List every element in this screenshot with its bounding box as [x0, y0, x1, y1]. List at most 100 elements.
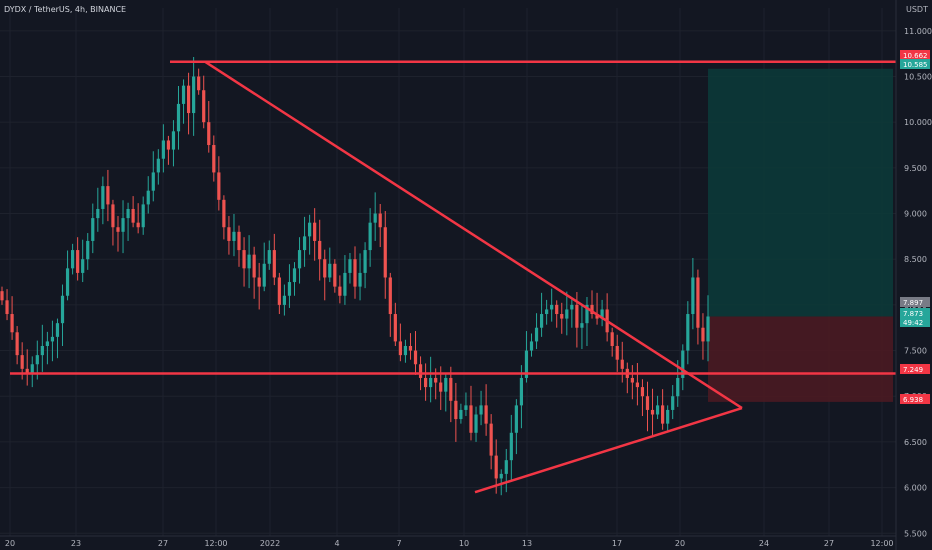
- candle-body: [368, 222, 372, 251]
- candle-body: [252, 254, 256, 278]
- candle-body: [76, 250, 80, 273]
- candle-body: [570, 304, 574, 310]
- candle-body: [696, 277, 700, 328]
- price-tag: 7.873: [900, 308, 930, 318]
- x-tick-label: 24: [759, 539, 769, 548]
- candle-body: [701, 327, 705, 342]
- candle-body: [267, 250, 271, 264]
- candle-body: [408, 345, 413, 351]
- candle-body: [111, 204, 115, 228]
- ascending-trendline[interactable]: [474, 406, 743, 494]
- price-tag-label: 6.938: [903, 396, 923, 404]
- candle-body: [10, 314, 14, 333]
- candle-body: [590, 304, 594, 315]
- price-tag: 7.249: [900, 364, 930, 374]
- candle-body: [484, 405, 488, 424]
- candle-body: [469, 405, 473, 433]
- x-tick-label: 7: [396, 539, 401, 548]
- candle-body: [398, 341, 402, 356]
- candle-body: [55, 323, 60, 337]
- candle-body: [232, 231, 236, 241]
- candle-body: [434, 377, 438, 383]
- grid-lines: [0, 8, 896, 536]
- candle-body: [282, 295, 286, 305]
- candle-body: [706, 316, 710, 342]
- candle-body: [545, 309, 549, 315]
- candle-body: [333, 263, 337, 287]
- y-tick-label: 7.500: [904, 347, 927, 356]
- candle-body: [35, 355, 39, 365]
- candle-body: [247, 254, 251, 269]
- candle-body: [630, 377, 634, 383]
- price-tag-label: 10.585: [903, 61, 928, 69]
- y-tick-label: 8.500: [904, 255, 927, 264]
- candle-body: [257, 277, 261, 287]
- candle-body: [650, 409, 655, 415]
- x-tick-label: 10: [459, 539, 469, 548]
- drawings: [10, 60, 896, 494]
- candle-body: [25, 368, 29, 374]
- candle-body: [595, 314, 599, 319]
- y-tick-label: 9.500: [904, 164, 927, 173]
- y-tick-label: 10.500: [904, 73, 932, 82]
- candle-body: [328, 263, 332, 278]
- candle-body: [297, 250, 302, 269]
- price-tag-label: 7.897: [903, 299, 923, 307]
- candle-body: [439, 382, 443, 392]
- candle-body: [681, 350, 685, 378]
- candle-body: [91, 218, 95, 241]
- x-tick-label: 27: [824, 539, 834, 548]
- candle-body: [106, 186, 110, 205]
- candle-body: [358, 272, 362, 287]
- candle-body: [227, 227, 231, 241]
- candle-body: [524, 350, 529, 378]
- x-tick-label: 27: [158, 539, 168, 548]
- candle-body: [464, 405, 468, 410]
- currency-label: USDT: [906, 5, 928, 14]
- x-tick-label: 17: [612, 539, 622, 548]
- candle-body: [600, 309, 604, 319]
- candle-body: [363, 250, 367, 273]
- candle-body: [141, 204, 145, 228]
- candle-body: [413, 350, 418, 365]
- price-tag: 49:42: [900, 317, 930, 327]
- candle-body: [176, 103, 181, 132]
- candle-body: [20, 355, 24, 369]
- candle-body: [181, 85, 186, 104]
- candle-body: [509, 432, 513, 461]
- candle-body: [620, 359, 624, 369]
- candle-body: [615, 345, 619, 360]
- candle-body: [131, 208, 135, 223]
- candle-body: [666, 409, 670, 424]
- candle-body: [116, 227, 120, 232]
- price-tag: 6.938: [900, 394, 930, 404]
- candle-body: [65, 268, 70, 296]
- candle-body: [403, 345, 408, 356]
- candle-body: [207, 122, 211, 146]
- candle-body: [217, 172, 221, 200]
- price-tag: 7.897: [900, 297, 930, 307]
- candle-body: [40, 345, 44, 356]
- candle-body: [161, 140, 165, 159]
- x-tick-label: 4: [334, 539, 339, 548]
- candle-body: [565, 309, 569, 319]
- x-tick-label: 23: [71, 539, 81, 548]
- candle-body: [514, 405, 518, 433]
- candle-body: [671, 396, 675, 410]
- descending-trendline[interactable]: [204, 60, 743, 410]
- candle-body: [156, 158, 160, 173]
- x-tick-label: 12:00: [870, 539, 893, 548]
- candle-body: [474, 414, 478, 433]
- candle-body: [686, 314, 690, 351]
- candle-body: [575, 304, 579, 328]
- x-tick-label: 20: [675, 539, 685, 548]
- candle-body: [373, 213, 377, 223]
- candle-body: [348, 259, 352, 273]
- x-tick-label: 12:00: [204, 539, 227, 548]
- candle-body: [645, 396, 650, 410]
- candle-body: [262, 263, 266, 287]
- time-axis[interactable]: 20 23 27 12:00 2022 4 7 10 13 17 20 24 27 12:00: [5, 539, 894, 548]
- candle-body: [212, 145, 216, 173]
- y-tick-label: 5.500: [904, 529, 927, 538]
